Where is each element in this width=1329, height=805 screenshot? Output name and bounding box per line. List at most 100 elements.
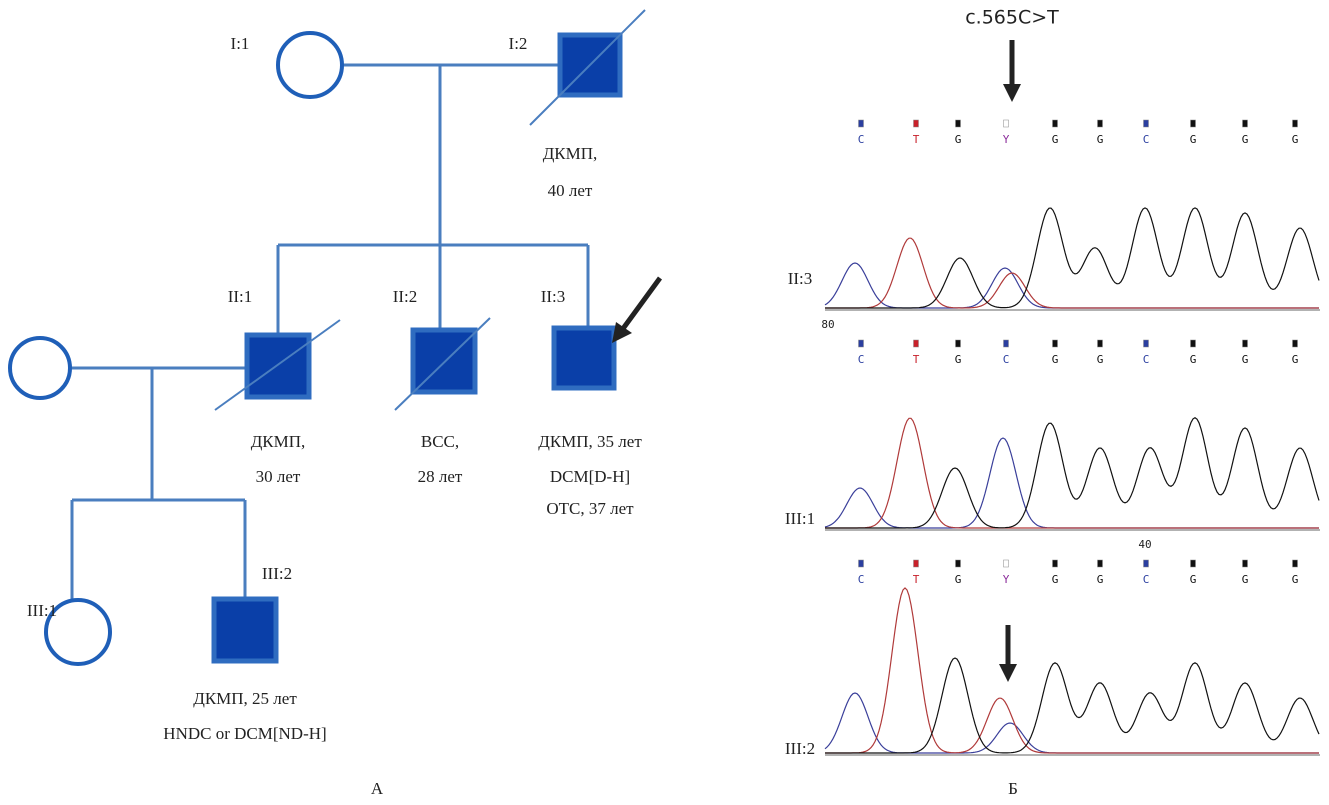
note: ДКМП, 35 лет bbox=[538, 432, 642, 451]
id-label: III:1 bbox=[27, 601, 57, 620]
base-marker bbox=[1243, 560, 1248, 567]
base-marker bbox=[1004, 120, 1009, 127]
base-marker bbox=[1293, 560, 1298, 567]
base-marker bbox=[1191, 340, 1196, 347]
trace-curve bbox=[825, 263, 1319, 308]
base-marker bbox=[1098, 340, 1103, 347]
base-call: Y bbox=[1003, 573, 1010, 586]
base-marker bbox=[859, 120, 864, 127]
base-call: G bbox=[1190, 573, 1197, 586]
base-marker bbox=[1053, 560, 1058, 567]
base-call: G bbox=[1292, 353, 1299, 366]
note: ДКМП, bbox=[543, 144, 598, 163]
deceased-mark bbox=[530, 10, 645, 125]
trace-label: III:2 bbox=[785, 739, 815, 758]
panel-label: А bbox=[371, 779, 384, 798]
female bbox=[278, 33, 342, 97]
base-marker bbox=[956, 340, 961, 347]
note: HNDC or DCM[ND-H] bbox=[163, 724, 326, 743]
figure: I:1 I:2 ДКМП, 40 лет II:1 ДКМП, 30 лет I… bbox=[0, 0, 1329, 805]
note: 40 лет bbox=[548, 181, 593, 200]
base-call: G bbox=[955, 133, 962, 146]
base-marker bbox=[914, 560, 919, 567]
base-call: C bbox=[1003, 353, 1010, 366]
base-call: C bbox=[1143, 353, 1150, 366]
trace-label: III:1 bbox=[785, 509, 815, 528]
base-call: G bbox=[1292, 133, 1299, 146]
base-marker bbox=[1293, 120, 1298, 127]
base-marker bbox=[1098, 560, 1103, 567]
base-call: G bbox=[1052, 573, 1059, 586]
id-label: II:1 bbox=[228, 287, 253, 306]
panel-label: Б bbox=[1008, 779, 1018, 798]
id-label: I:1 bbox=[231, 34, 250, 53]
base-call: C bbox=[858, 133, 865, 146]
base-marker bbox=[956, 560, 961, 567]
base-marker bbox=[1053, 120, 1058, 127]
proband-arrowhead bbox=[612, 322, 632, 343]
base-call: G bbox=[955, 353, 962, 366]
trace-curve bbox=[825, 658, 1319, 753]
arrowhead bbox=[1003, 84, 1021, 102]
base-call: C bbox=[858, 573, 865, 586]
base-marker bbox=[914, 340, 919, 347]
mutation-label: c.565C>T bbox=[965, 7, 1059, 29]
pedigree-lines bbox=[70, 65, 588, 600]
note: 28 лет bbox=[418, 467, 463, 486]
id-label: I:2 bbox=[509, 34, 528, 53]
base-call: G bbox=[1052, 133, 1059, 146]
base-marker bbox=[1004, 340, 1009, 347]
base-call: G bbox=[1097, 353, 1104, 366]
note: DCM[D-H] bbox=[550, 467, 630, 486]
base-call: G bbox=[955, 573, 962, 586]
base-marker bbox=[1191, 560, 1196, 567]
base-call: G bbox=[1242, 133, 1249, 146]
trace-curve bbox=[825, 238, 1319, 308]
base-call: C bbox=[1143, 573, 1150, 586]
base-call: G bbox=[1242, 353, 1249, 366]
base-call: G bbox=[1097, 133, 1104, 146]
base-marker bbox=[1144, 120, 1149, 127]
note: ДКМП, bbox=[251, 432, 306, 451]
base-marker bbox=[1098, 120, 1103, 127]
female bbox=[10, 338, 70, 398]
base-marker bbox=[1293, 340, 1298, 347]
trace-label: II:3 bbox=[788, 269, 813, 288]
base-call: G bbox=[1097, 573, 1104, 586]
base-marker bbox=[1144, 340, 1149, 347]
note: 30 лет bbox=[256, 467, 301, 486]
position-label: 40 bbox=[1138, 538, 1151, 551]
trace-curve bbox=[825, 588, 1319, 753]
base-call: T bbox=[913, 573, 920, 586]
base-marker bbox=[1243, 120, 1248, 127]
id-label: III:2 bbox=[262, 564, 292, 583]
affected-male bbox=[247, 335, 309, 397]
base-marker bbox=[1191, 120, 1196, 127]
base-marker bbox=[1053, 340, 1058, 347]
base-call: G bbox=[1190, 133, 1197, 146]
base-call: G bbox=[1292, 573, 1299, 586]
arrowhead bbox=[999, 664, 1017, 682]
base-marker bbox=[1004, 560, 1009, 567]
chromatogram: c.565C>T Б II:3 C T G Y G G C G G G III:1 80 C T G C G G C G… bbox=[785, 7, 1320, 798]
affected-male bbox=[214, 599, 276, 661]
pedigree: I:1 I:2 ДКМП, 40 лет II:1 ДКМП, 30 лет I… bbox=[10, 10, 660, 798]
base-call: T bbox=[913, 353, 920, 366]
trace-curve bbox=[825, 418, 1319, 528]
base-marker bbox=[914, 120, 919, 127]
note: ДКМП, 25 лет bbox=[193, 689, 297, 708]
id-label: II:2 bbox=[393, 287, 418, 306]
base-marker bbox=[1243, 340, 1248, 347]
id-label: II:3 bbox=[541, 287, 566, 306]
base-call: T bbox=[913, 133, 920, 146]
trace-curve bbox=[825, 693, 1319, 753]
proband-arrow bbox=[622, 278, 660, 330]
base-call: G bbox=[1190, 353, 1197, 366]
base-marker bbox=[1144, 560, 1149, 567]
position-label: 80 bbox=[821, 318, 834, 331]
base-marker bbox=[859, 560, 864, 567]
note: ВСС, bbox=[421, 432, 459, 451]
base-marker bbox=[956, 120, 961, 127]
base-call: C bbox=[858, 353, 865, 366]
base-call: C bbox=[1143, 133, 1150, 146]
